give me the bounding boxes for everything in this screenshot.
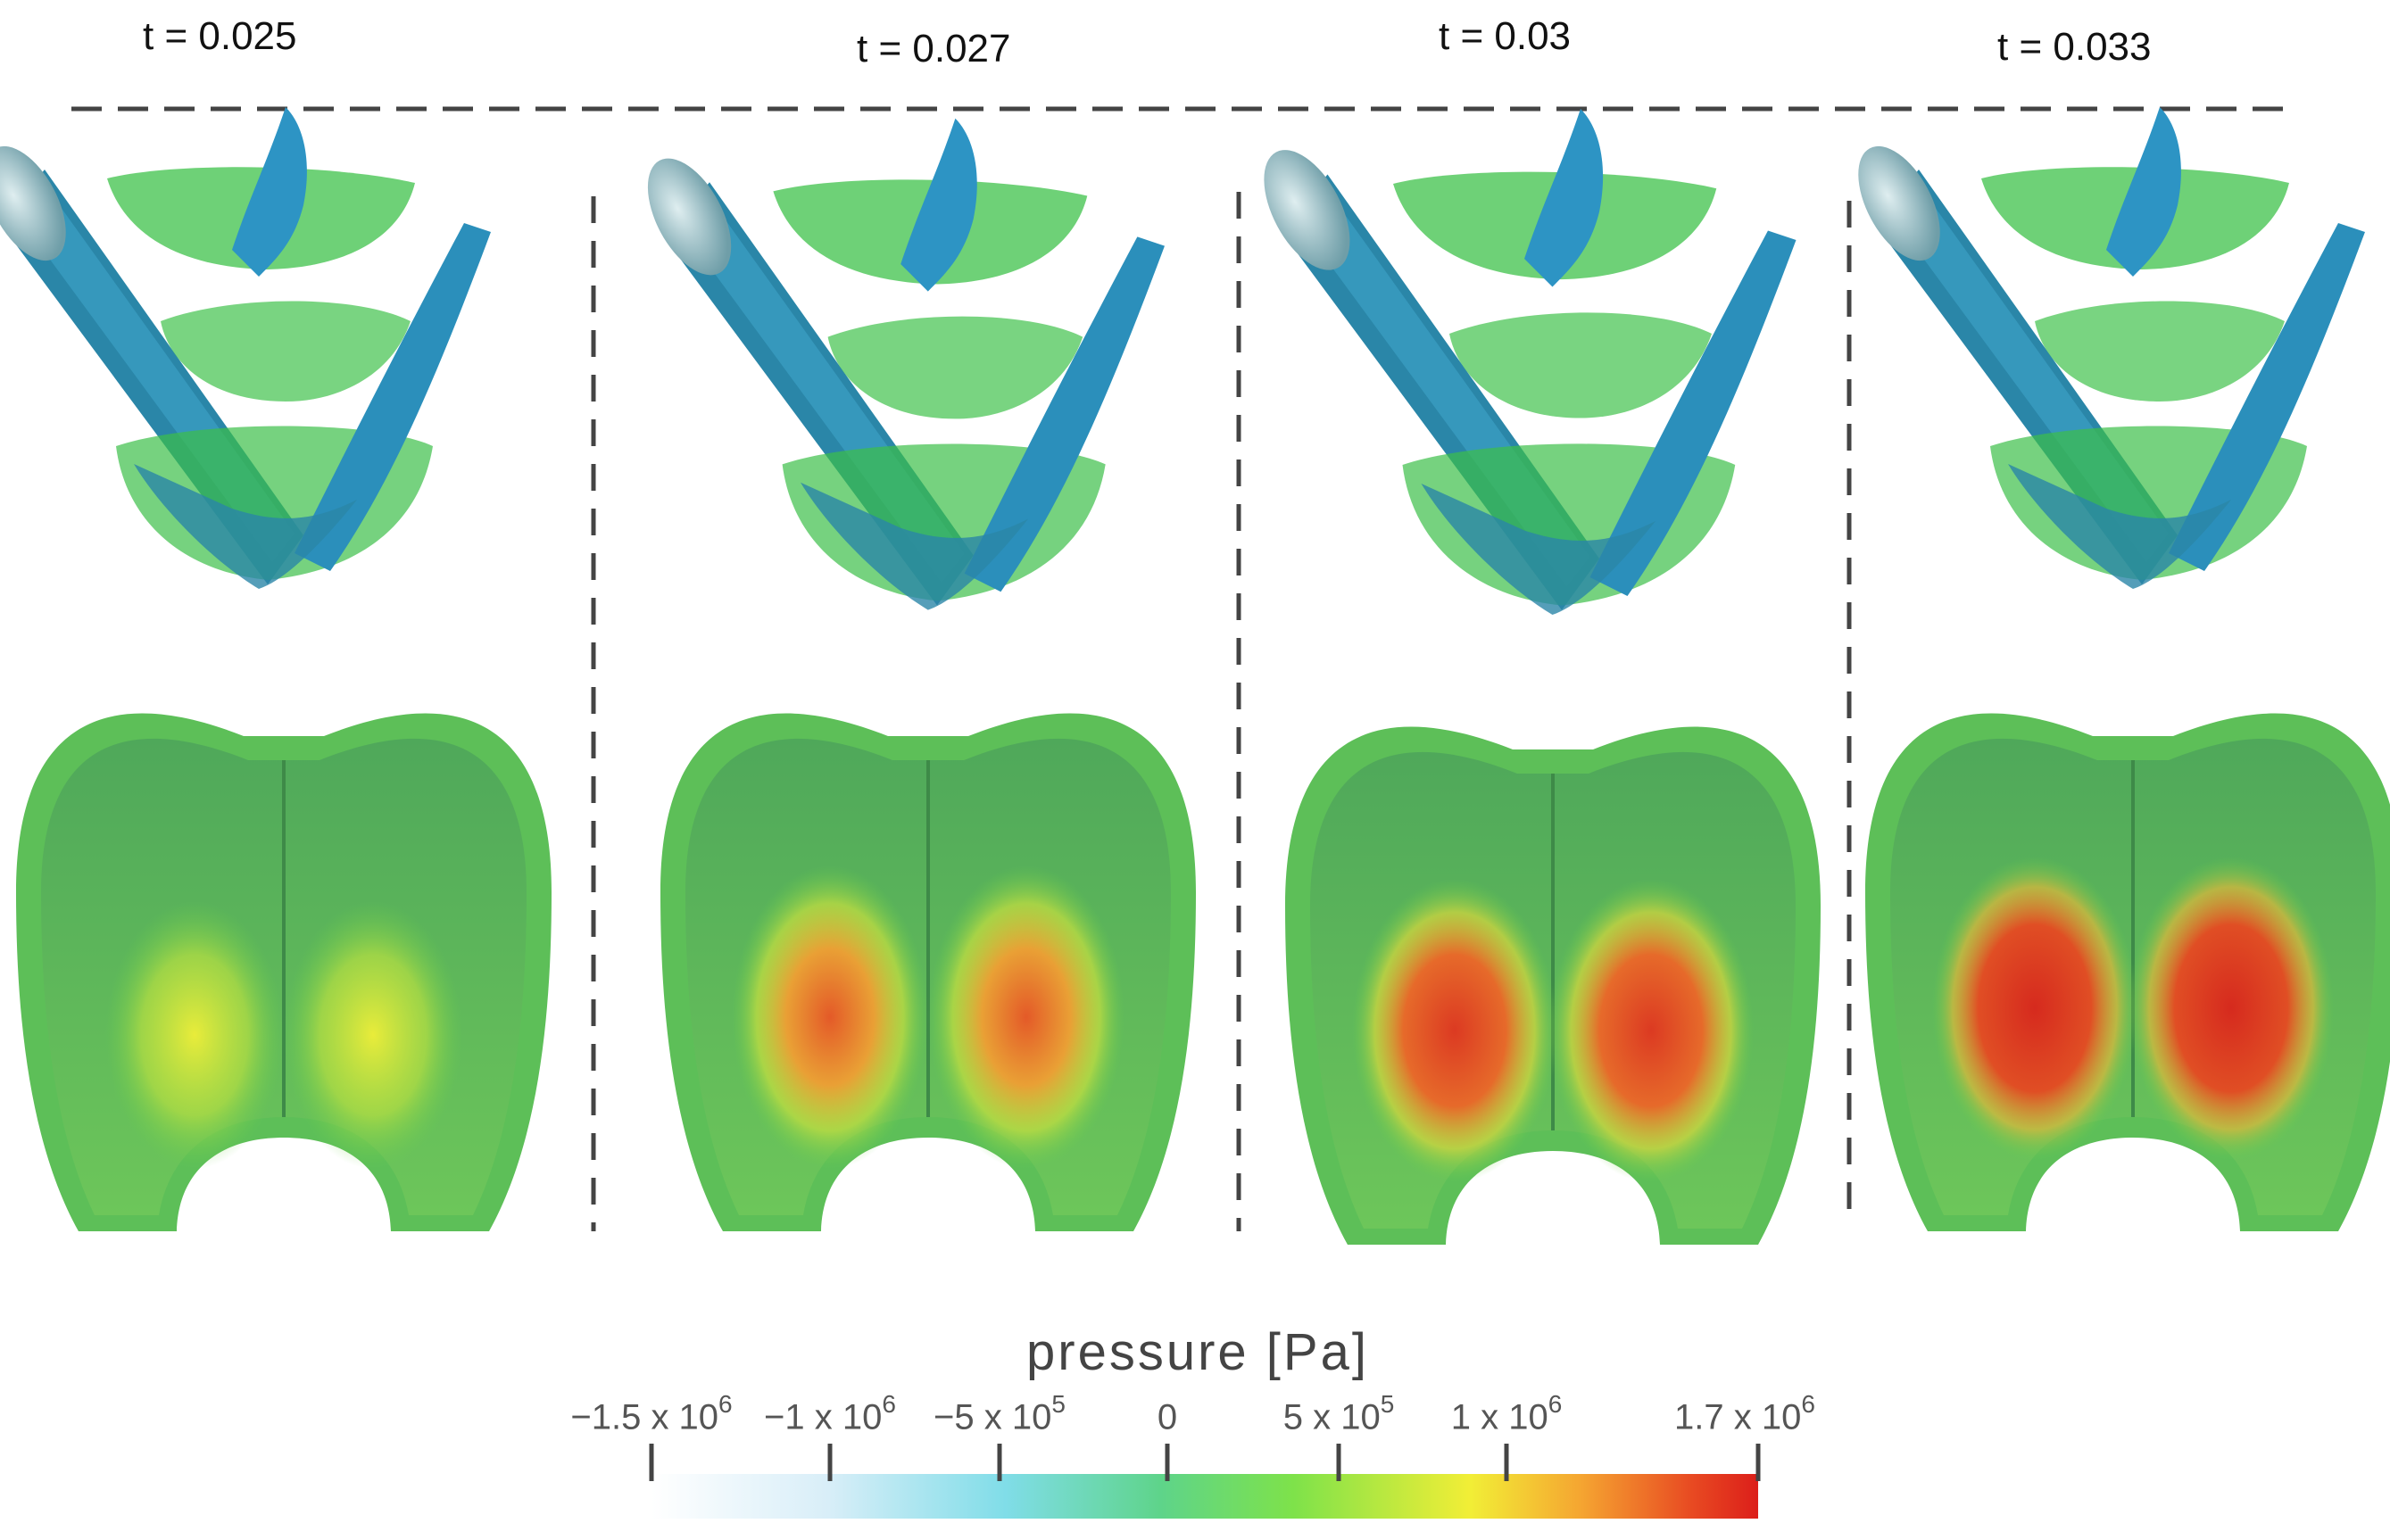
vortex-render-3 (1246, 109, 1797, 616)
colorbar-tick-label-3: −5 x 105 (934, 1390, 1066, 1437)
colorbar-tick-label-5: 5 x 105 (1282, 1390, 1395, 1437)
valve-pressure-render-1 (14, 711, 553, 1234)
colorbar-tick-label-6: 1 x 106 (1450, 1390, 1563, 1437)
colorbar-title: pressure [Pa] (1026, 1323, 1369, 1381)
valve-pressure-render-4 (1863, 711, 2390, 1234)
valve-pressure-render-3 (1283, 724, 1822, 1247)
vortex-render-1 (0, 107, 491, 589)
time-label-4: t = 0.033 (1997, 25, 2152, 69)
colorbar-ticks (649, 1444, 1761, 1481)
time-label-2: t = 0.027 (857, 27, 1011, 70)
valve-pressure-render-2 (659, 711, 1198, 1234)
time-label-3: t = 0.03 (1439, 14, 1572, 58)
colorbar-tick-label-2: −1 x 106 (764, 1390, 896, 1437)
colorbar (651, 1474, 1758, 1519)
vortex-render-4 (1841, 107, 2365, 589)
time-label-1: t = 0.025 (143, 14, 297, 58)
colorbar-tick-label-1: −1.5 x 106 (570, 1390, 733, 1437)
vortex-render-2 (630, 118, 1165, 610)
colorbar-tick-label-4: 0 (1157, 1397, 1178, 1437)
colorbar-tick-label-7: 1.7 x 106 (1674, 1390, 1815, 1437)
